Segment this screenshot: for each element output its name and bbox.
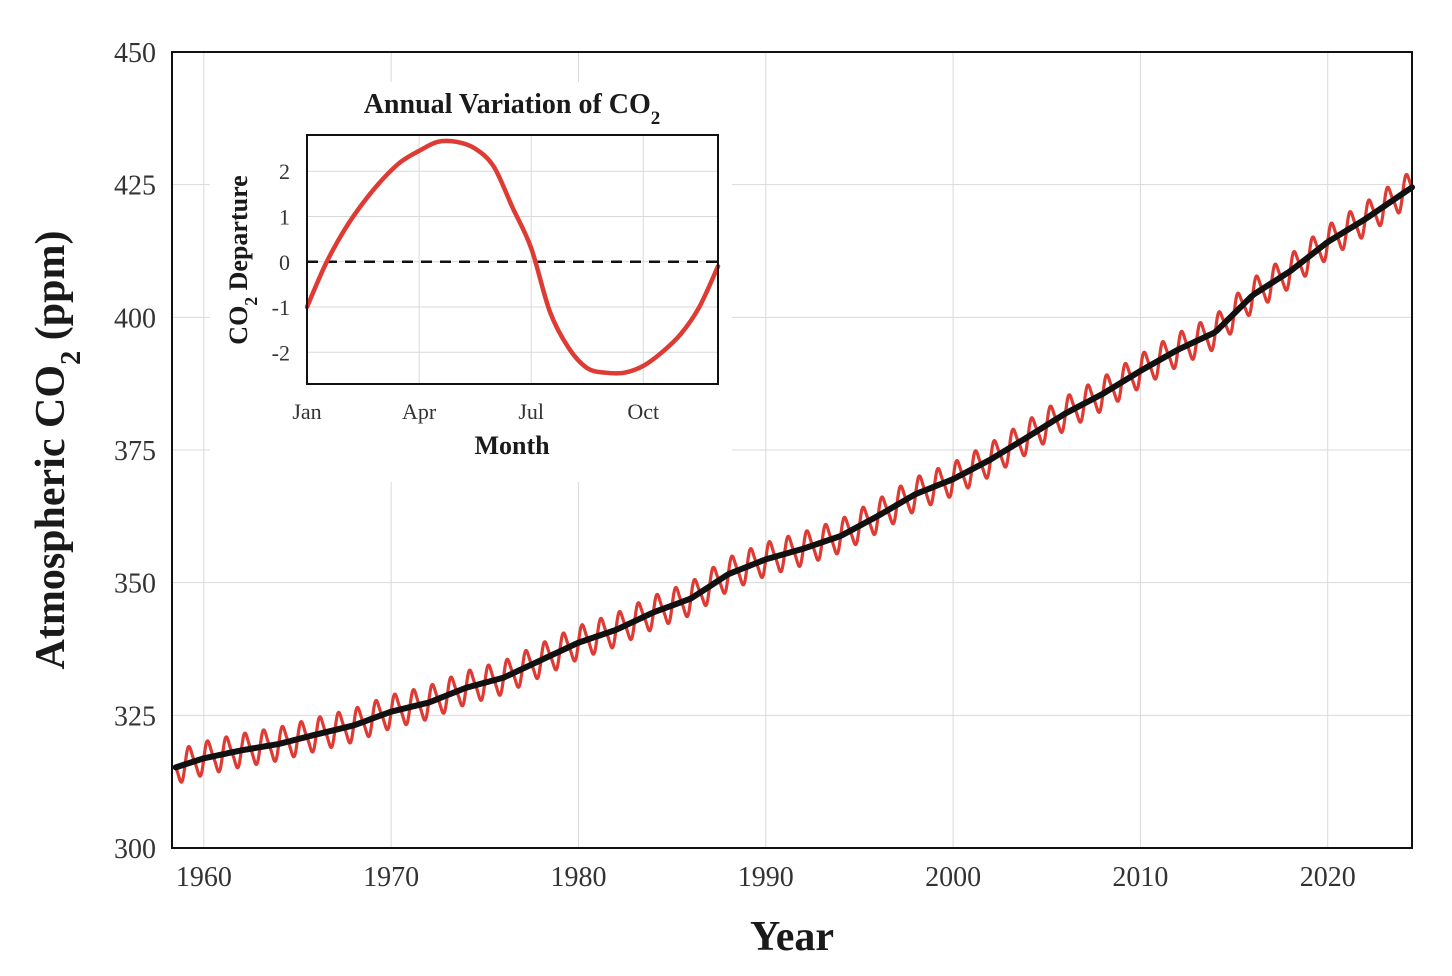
trend-co2-series [172,184,1415,771]
x-tick-label: 2020 [1300,862,1356,893]
inset-x-tick-label: Jul [518,399,544,424]
inset-x-tick-label: Jan [292,399,321,424]
x-tick-label: 1970 [363,862,419,893]
inset-y-tick-label: 2 [279,159,290,184]
y-tick-label: 300 [114,834,156,865]
x-tick-label: 1980 [550,862,606,893]
y-tick-label: 450 [114,38,156,69]
y-tick-label: 375 [114,436,156,467]
inset-y-tick-label: -2 [272,340,290,365]
inset-x-tick-label: Apr [402,399,437,424]
plot-frame [171,51,1413,849]
inset-y-tick-label: 1 [279,204,290,229]
y-tick-label: 425 [114,171,156,202]
inset-x-axis-title: Month [474,431,550,460]
x-tick-label: 2010 [1112,862,1168,893]
x-tick-label: 1990 [738,862,794,893]
x-axis-title: Year [750,914,834,960]
inset-x-tick-label: Oct [627,399,659,424]
y-tick-label: 325 [114,701,156,732]
x-tick-label: 2000 [925,862,981,893]
inset-title: Annual Variation of CO2 [364,89,661,129]
y-tick-label: 400 [114,303,156,334]
inset-y-tick-label: 0 [279,250,290,275]
inset-y-tick-label: -1 [272,295,290,320]
y-axis-title: Atmospheric CO2 (ppm) [28,231,87,670]
inset-departure-series [304,138,721,376]
inset-chart: Jan Apr Jul Oct -2 -1 0 1 2 Annual Variation of C… [210,82,732,482]
inset-y-axis-title: CO2 Departure [224,175,261,344]
x-tick-label: 1960 [176,862,232,893]
y-tick-label: 350 [114,569,156,600]
inset-frame [306,134,719,385]
